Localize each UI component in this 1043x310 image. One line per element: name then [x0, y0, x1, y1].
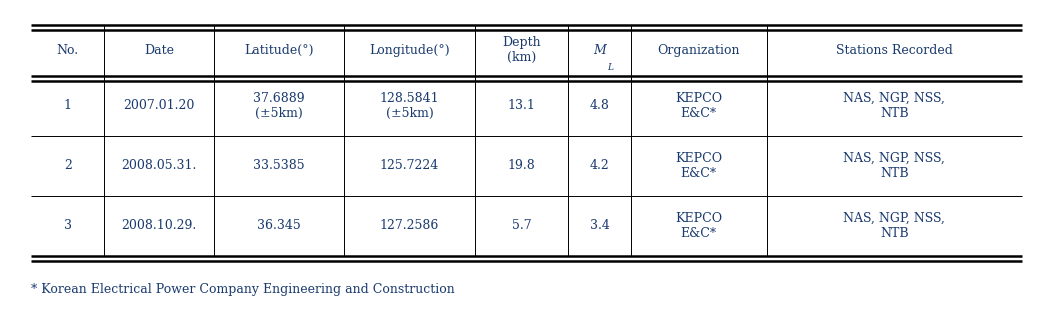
Text: M: M: [593, 44, 606, 57]
Text: No.: No.: [56, 44, 79, 57]
Text: Depth
(km): Depth (km): [502, 36, 541, 64]
Text: 2008.05.31.: 2008.05.31.: [121, 159, 197, 172]
Text: 2007.01.20: 2007.01.20: [123, 99, 195, 112]
Text: NAS, NGP, NSS,
NTB: NAS, NGP, NSS, NTB: [844, 152, 945, 180]
Text: NAS, NGP, NSS,
NTB: NAS, NGP, NSS, NTB: [844, 212, 945, 240]
Text: 3: 3: [64, 219, 72, 232]
Text: 37.6889
(±5km): 37.6889 (±5km): [253, 92, 305, 120]
Text: L: L: [607, 63, 613, 72]
Text: KEPCO
E&C*: KEPCO E&C*: [675, 212, 723, 240]
Text: 2008.10.29.: 2008.10.29.: [121, 219, 197, 232]
Text: Organization: Organization: [657, 44, 741, 57]
Text: 1: 1: [64, 99, 72, 112]
Text: 125.7224: 125.7224: [380, 159, 439, 172]
Text: Stations Recorded: Stations Recorded: [835, 44, 953, 57]
Text: 2: 2: [64, 159, 72, 172]
Text: 127.2586: 127.2586: [380, 219, 439, 232]
Text: * Korean Electrical Power Company Engineering and Construction: * Korean Electrical Power Company Engine…: [31, 283, 455, 296]
Text: 13.1: 13.1: [508, 99, 535, 112]
Text: Latitude(°): Latitude(°): [244, 44, 314, 57]
Text: NAS, NGP, NSS,
NTB: NAS, NGP, NSS, NTB: [844, 92, 945, 120]
Text: Date: Date: [144, 44, 174, 57]
Text: 36.345: 36.345: [258, 219, 300, 232]
Text: KEPCO
E&C*: KEPCO E&C*: [675, 152, 723, 180]
Text: 33.5385: 33.5385: [253, 159, 305, 172]
Text: 4.8: 4.8: [589, 99, 610, 112]
Text: 19.8: 19.8: [508, 159, 535, 172]
Text: 3.4: 3.4: [589, 219, 610, 232]
Text: 5.7: 5.7: [512, 219, 531, 232]
Text: 4.2: 4.2: [590, 159, 609, 172]
Text: KEPCO
E&C*: KEPCO E&C*: [675, 92, 723, 120]
Text: 128.5841
(±5km): 128.5841 (±5km): [380, 92, 439, 120]
Text: Longitude(°): Longitude(°): [369, 44, 450, 57]
